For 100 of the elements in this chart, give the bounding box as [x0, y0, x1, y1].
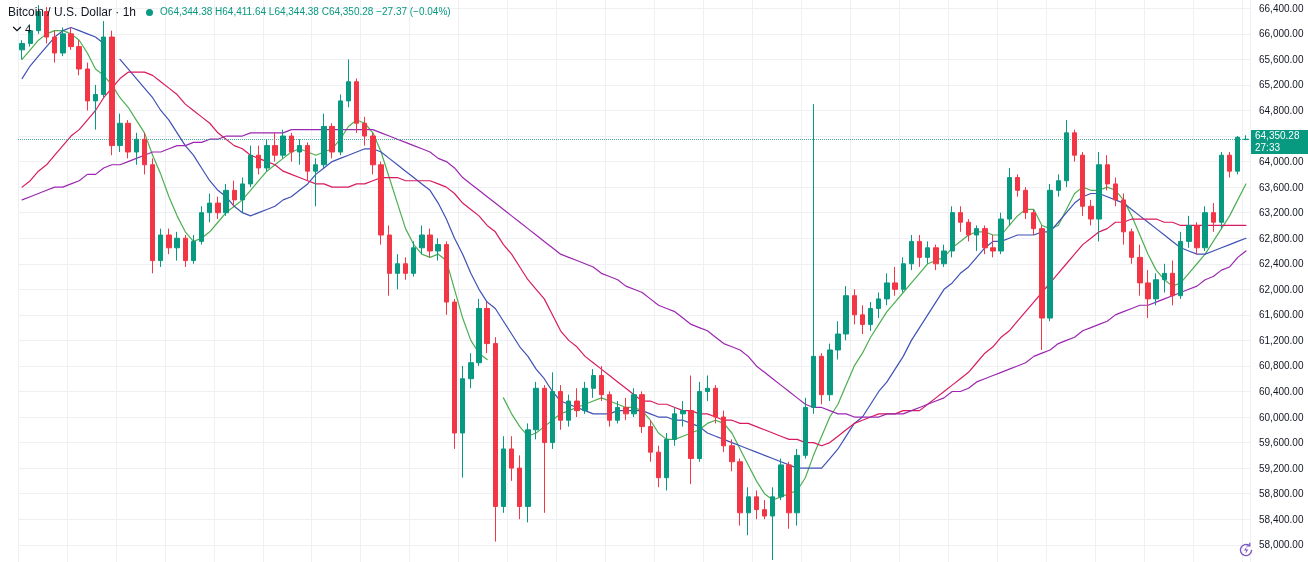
candlestick	[566, 394, 571, 428]
candlestick	[444, 240, 449, 316]
candlestick	[1121, 193, 1126, 246]
candlestick	[705, 375, 710, 402]
candlestick	[1047, 183, 1053, 322]
candlestick	[892, 266, 898, 297]
candlestick	[746, 486, 751, 536]
candlestick	[680, 400, 686, 428]
candlestick	[166, 228, 172, 255]
candlestick	[591, 368, 596, 399]
candlestick	[770, 486, 775, 561]
candlestick	[468, 352, 474, 389]
candlestick	[509, 435, 514, 482]
candlestick	[664, 432, 669, 491]
y-tick-label: 60,400.00	[1259, 385, 1304, 397]
candlestick	[158, 228, 163, 268]
candlestick	[313, 157, 318, 207]
candlestick	[427, 228, 433, 258]
candlestick	[819, 352, 824, 405]
y-tick-label: 62,000.00	[1259, 283, 1304, 295]
candlestick	[582, 381, 588, 415]
candlestick	[648, 419, 653, 463]
candlestick	[1227, 151, 1232, 179]
candlestick	[639, 390, 645, 434]
y-tick-label: 64,800.00	[1259, 104, 1304, 116]
candlestick	[248, 145, 253, 188]
candlestick	[615, 400, 620, 424]
text: O64,344.38 H64,411.64 L64,344.38 C64,350.28 −27.37 (−0.04%)	[160, 6, 451, 18]
candlestick	[378, 161, 384, 246]
candlestick	[460, 365, 465, 479]
candlestick	[1023, 186, 1028, 220]
candlestick	[289, 132, 294, 163]
candlestick	[1096, 151, 1102, 242]
candlestick	[435, 237, 441, 262]
candlestick	[362, 116, 367, 147]
y-tick-label: 65,600.00	[1259, 53, 1304, 65]
candlestick	[403, 256, 408, 281]
candlestick	[1088, 199, 1094, 226]
candlestick	[599, 365, 604, 402]
candlestick	[933, 244, 939, 271]
candlestick	[1007, 167, 1012, 226]
candlestick	[852, 288, 857, 325]
candlestick	[52, 30, 57, 64]
y-tick-label: 62,400.00	[1259, 258, 1304, 270]
candlestick	[623, 397, 629, 421]
y-tick-label: 60,000.00	[1259, 411, 1304, 423]
y-tick-label: 58,000.00	[1259, 539, 1304, 551]
candlestick	[411, 240, 416, 278]
candlestick	[19, 39, 25, 60]
candlestick	[1072, 129, 1077, 163]
candlestick	[68, 26, 74, 51]
candlestick	[60, 26, 66, 57]
candlestick	[183, 234, 188, 268]
candlestick	[93, 84, 98, 131]
candlestick	[1145, 269, 1151, 319]
candlestick	[835, 320, 841, 361]
candlestick	[721, 410, 726, 453]
candlestick	[207, 193, 212, 223]
candlestick	[125, 119, 131, 159]
ref-line-label: 64,350.28	[1251, 130, 1308, 143]
candlestick	[174, 231, 180, 262]
candlestick	[232, 180, 237, 207]
candlestick	[1113, 177, 1118, 207]
candlestick	[786, 461, 792, 530]
candlestick	[199, 205, 204, 246]
candlestick	[1129, 228, 1134, 265]
candlestick	[762, 499, 767, 520]
text: 27:33	[1251, 142, 1308, 155]
candlestick	[827, 343, 833, 402]
candlestick	[1219, 151, 1224, 230]
candlestick	[240, 177, 245, 214]
candlestick	[517, 454, 522, 520]
candlestick	[1080, 151, 1085, 217]
candlestick	[1211, 202, 1216, 233]
candlestick	[329, 122, 335, 159]
candlestick	[476, 298, 482, 367]
candlestick	[998, 212, 1004, 255]
candlestick	[754, 489, 759, 520]
candlestick	[729, 438, 735, 472]
candlestick	[1015, 173, 1020, 198]
candlestick	[737, 458, 743, 527]
candlestick	[1031, 208, 1036, 236]
candlestick	[223, 183, 229, 217]
candlestick	[941, 244, 947, 268]
candlestick	[909, 234, 914, 271]
candlestick	[525, 422, 531, 523]
candlestick	[1170, 260, 1175, 306]
candlestick	[631, 387, 637, 418]
candlestick	[558, 384, 563, 431]
candlestick	[925, 240, 930, 265]
y-tick-label: 63,200.00	[1259, 207, 1304, 219]
candlestick	[688, 375, 694, 485]
y-tick-label: 61,200.00	[1259, 334, 1304, 346]
candlestick	[884, 272, 890, 306]
candlestick	[370, 132, 376, 175]
candlestick	[1162, 263, 1167, 293]
candlestick	[1105, 154, 1110, 191]
candlestick	[860, 304, 865, 335]
candlestick	[1202, 205, 1208, 252]
candlestick	[778, 458, 784, 501]
